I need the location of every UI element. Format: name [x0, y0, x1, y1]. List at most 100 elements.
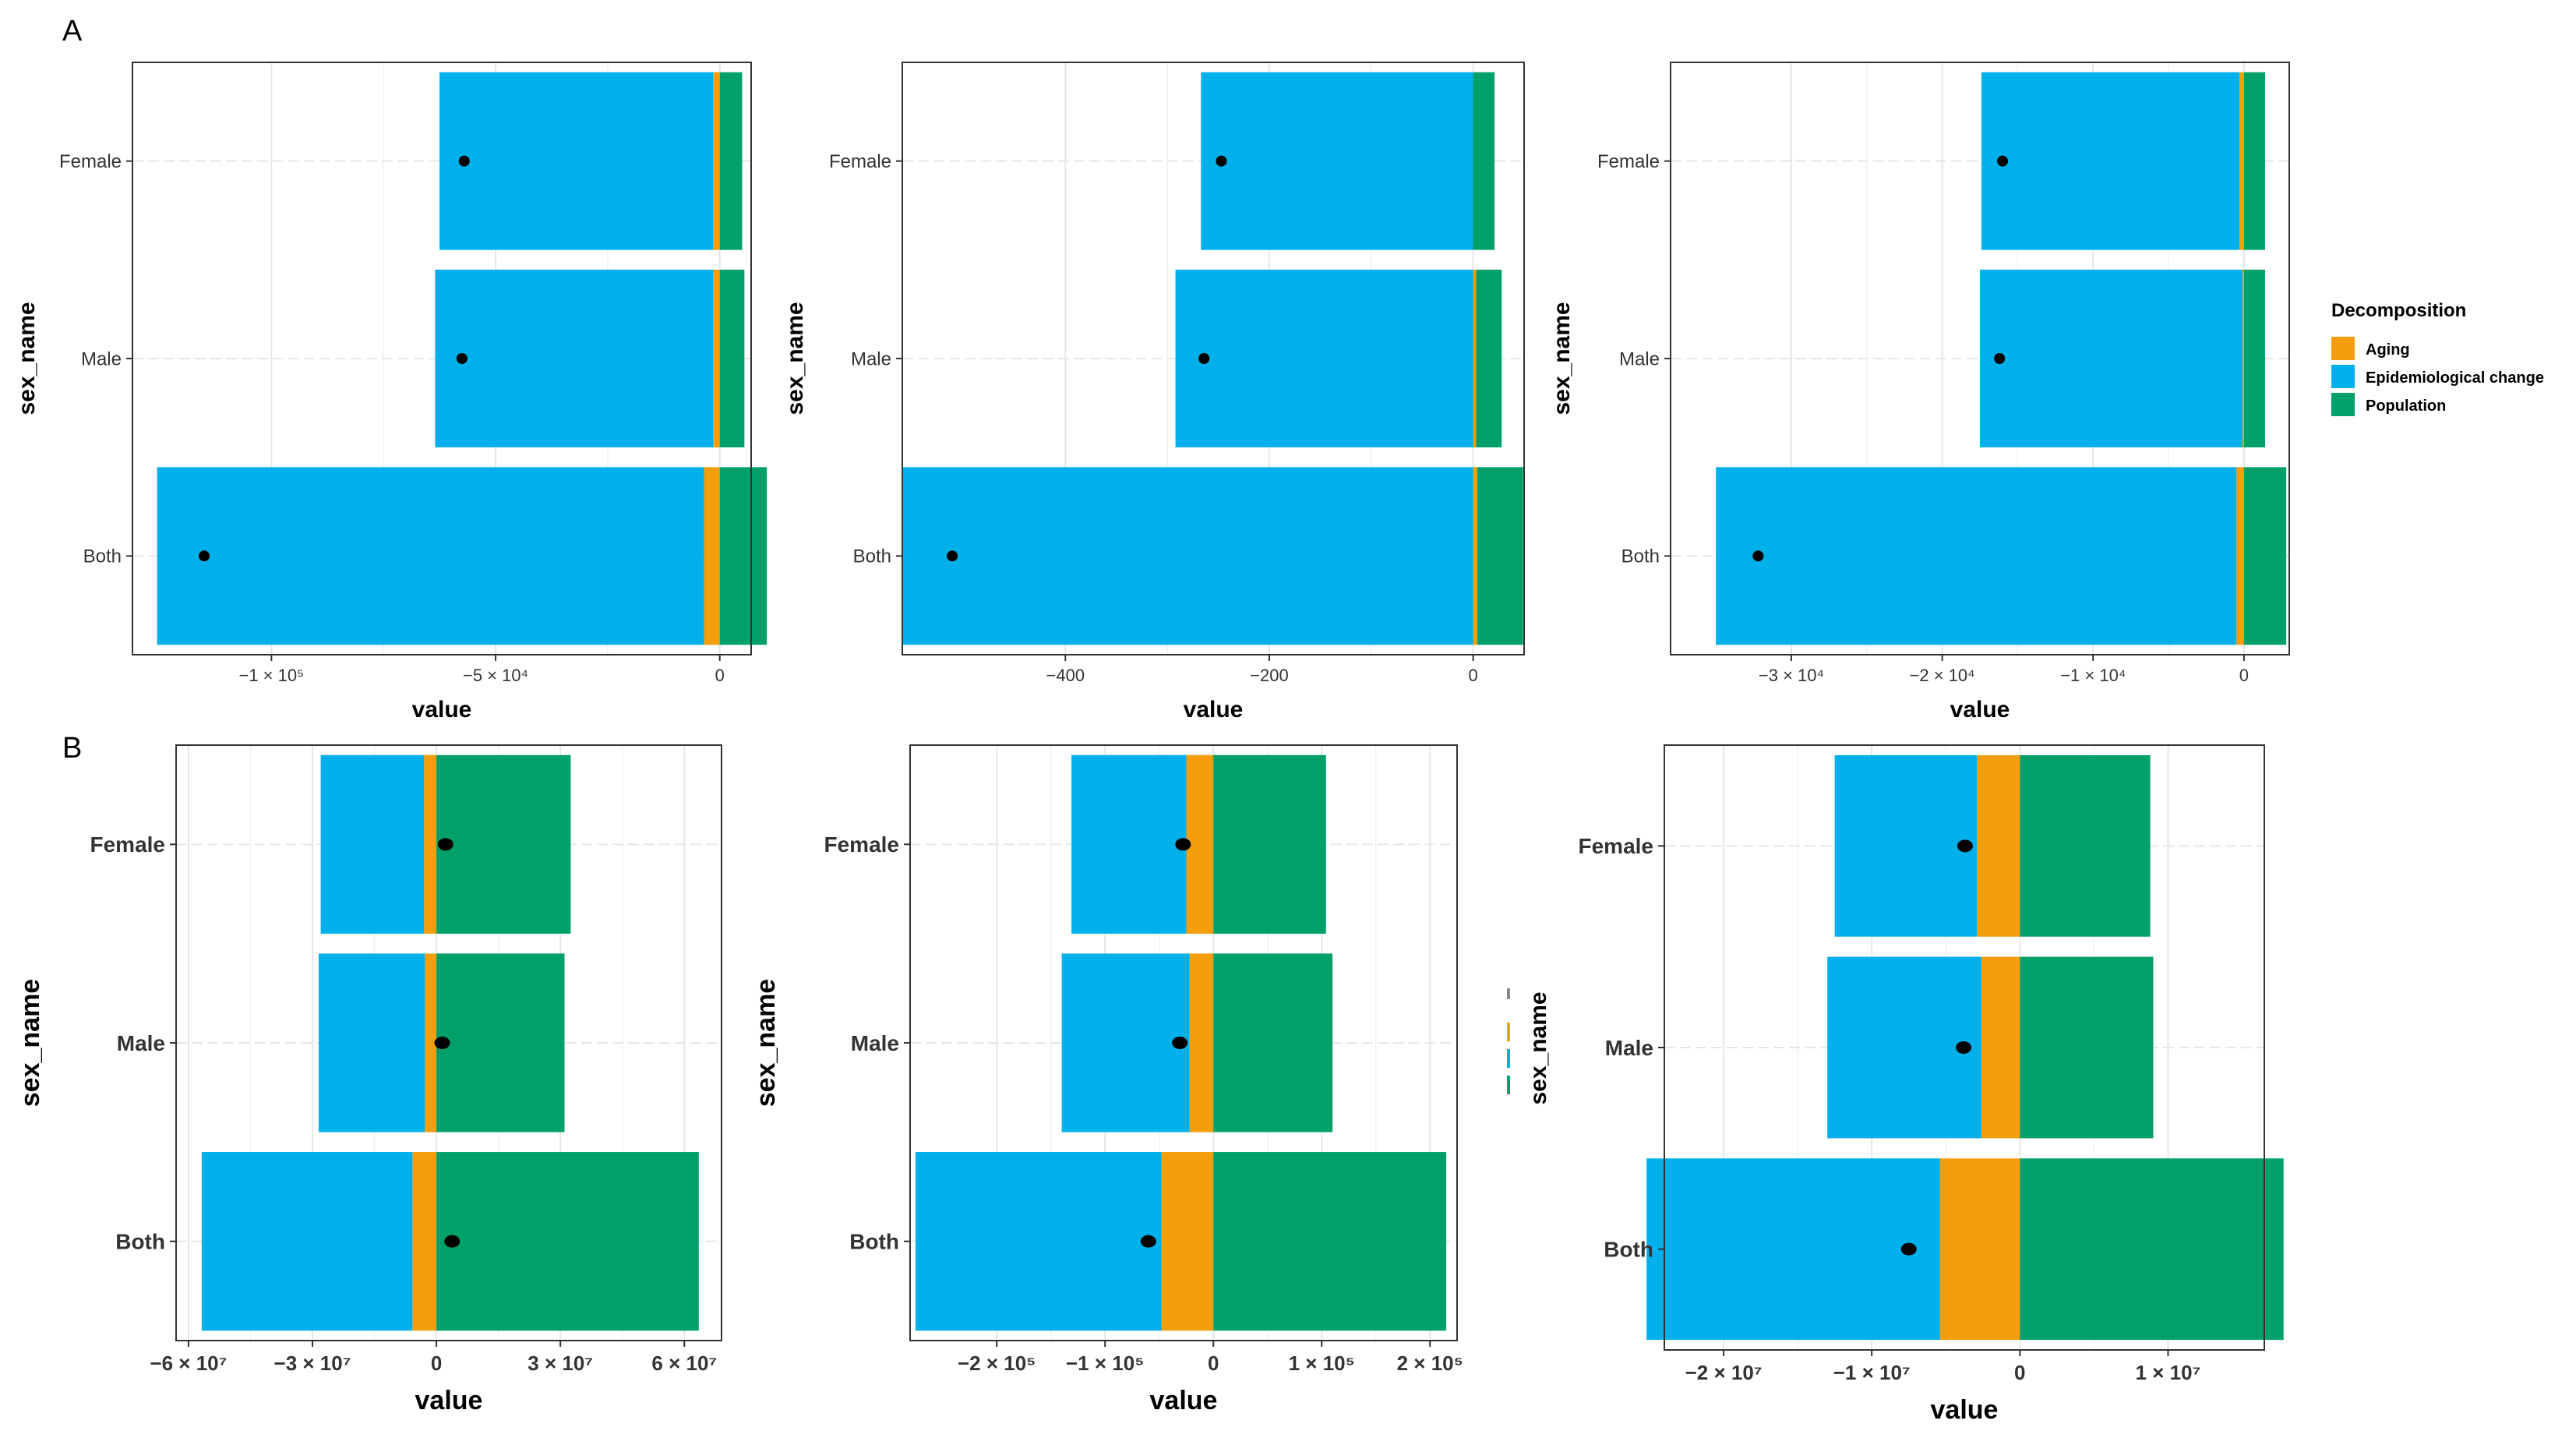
x-axis-title: value: [1184, 697, 1244, 723]
x-tick-label: −2 × 10⁴: [1910, 666, 1975, 685]
x-tick-label: 0: [2239, 666, 2249, 685]
bar-epidemiological-change-female: [1071, 754, 1187, 934]
stray-axis-title: sex_name: [1526, 991, 1551, 1104]
legend-label-aging: Aging: [2366, 341, 2410, 359]
net-point-female: [1997, 155, 2009, 167]
y-tick-label-both: Both: [849, 1229, 899, 1253]
bar-epidemiological-change-male: [1175, 270, 1473, 447]
x-tick-label: −5 × 10⁴: [463, 666, 528, 685]
x-tick-label: −3 × 10⁴: [1759, 666, 1824, 685]
net-point-male: [456, 353, 468, 364]
bar-epidemiological-change-both: [1716, 467, 2237, 645]
stray-axis-label: sex_name: [1507, 988, 1551, 1105]
legend-title: Decomposition: [2331, 300, 2466, 321]
bar-population-female: [2020, 754, 2151, 937]
bar-aging-both: [1473, 467, 1477, 645]
y-tick-label-both: Both: [83, 546, 122, 567]
y-tick-label-female: Female: [829, 151, 891, 172]
x-tick-label: 2 × 10⁵: [1397, 1352, 1463, 1375]
bar-epidemiological-change-female: [1834, 754, 1978, 937]
x-axis-title: value: [415, 1386, 483, 1415]
bar-population-both: [436, 1152, 699, 1331]
y-tick-label-female: Female: [1579, 834, 1654, 858]
net-point-male: [1198, 353, 1210, 364]
bar-epidemiological-change-both: [201, 1152, 413, 1331]
x-axis-title: value: [1931, 1395, 1999, 1425]
x-tick-label: −3 × 10⁷: [274, 1352, 351, 1375]
bar-aging-male: [1189, 953, 1214, 1132]
x-axis-title: value: [1950, 697, 2010, 723]
x-tick-label: 0: [431, 1352, 442, 1375]
x-axis-title: value: [1150, 1386, 1218, 1415]
legend: Decomposition Aging Epidemiological chan…: [2331, 300, 2544, 416]
chart-5: Female Male Both −2 × 10⁵ −1 × 10⁵ 0 1 × 10⁵ 2 …: [751, 744, 1463, 1415]
y-tick-label-female: Female: [90, 832, 166, 857]
bar-population-female: [1473, 72, 1495, 250]
y-axis-title: sex_name: [751, 979, 781, 1107]
bar-aging-male: [1473, 270, 1477, 447]
chart-1: Female Male Both −1 × 10⁵ −5 × 10⁴ 0 value sex_…: [14, 62, 768, 723]
bar-population-female: [436, 754, 571, 934]
net-point-both: [947, 550, 958, 562]
net-point-female: [1957, 839, 1973, 853]
bar-aging-female: [713, 72, 720, 250]
y-tick-label-both: Both: [1621, 546, 1660, 567]
x-tick-label: 6 × 10⁷: [651, 1352, 717, 1375]
bar-aging-both: [412, 1152, 437, 1331]
net-point-both: [1752, 550, 1764, 562]
bar-aging-male: [425, 953, 437, 1132]
bar-epidemiological-change-female: [439, 72, 714, 250]
bar-aging-male: [713, 270, 720, 447]
x-tick-label: −2 × 10⁵: [958, 1352, 1036, 1375]
bar-population-both: [2243, 467, 2287, 645]
y-tick-label-both: Both: [853, 546, 891, 567]
bar-aging-female: [424, 754, 437, 934]
bar-epidemiological-change-female: [320, 754, 425, 934]
y-tick-label-female: Female: [1597, 151, 1660, 172]
x-tick-label: 0: [1208, 1352, 1219, 1375]
bar-population-both: [2020, 1158, 2284, 1341]
bar-aging-both: [2236, 467, 2244, 645]
y-tick-label-female: Female: [824, 832, 900, 857]
bar-population-both: [719, 467, 768, 645]
stray-swatch-3: [1507, 1049, 1510, 1068]
charts: Female Male Both −1 × 10⁵ −5 × 10⁴ 0 value sex_…: [14, 62, 2290, 1425]
y-tick-label-male: Male: [851, 1031, 899, 1055]
x-tick-label: −6 × 10⁷: [150, 1352, 227, 1375]
legend-swatch-epidemiological-change: [2331, 365, 2355, 388]
bar-epidemiological-change-both: [915, 1152, 1162, 1331]
bar-population-female: [2243, 72, 2266, 250]
net-point-both: [1140, 1235, 1156, 1248]
bar-population-male: [436, 953, 565, 1132]
legend-swatch-aging: [2331, 337, 2355, 360]
bar-population-female: [719, 72, 743, 250]
bar-epidemiological-change-male: [435, 270, 714, 447]
x-tick-label: 1 × 10⁷: [2136, 1361, 2201, 1384]
x-tick-label: −1 × 10⁵: [238, 666, 304, 685]
chart-4: Female Male Both −6 × 10⁷ −3 × 10⁷ 0 3 × 10⁷ 6 …: [16, 744, 722, 1415]
y-axis-title: sex_name: [782, 302, 808, 415]
net-point-male: [1956, 1041, 1972, 1054]
chart-6: Female Male Both −2 × 10⁷ −1 × 10⁷ 0 1 × 10⁷ va…: [1579, 744, 2284, 1425]
x-tick-label: −200: [1250, 666, 1289, 685]
x-tick-label: −1 × 10⁵: [1066, 1352, 1144, 1375]
y-tick-label-male: Male: [1605, 1036, 1653, 1060]
bar-aging-both: [704, 467, 720, 645]
bar-epidemiological-change-female: [1981, 72, 2240, 250]
legend-swatch-population: [2331, 393, 2355, 416]
bar-aging-both: [1939, 1158, 2020, 1341]
bar-epidemiological-change-both: [157, 467, 704, 645]
bar-aging-female: [2239, 72, 2244, 250]
bar-aging-female: [1977, 754, 2020, 937]
bar-epidemiological-change-male: [1980, 270, 2243, 447]
bar-aging-male: [2242, 270, 2244, 447]
chart-3: Female Male Both −3 × 10⁴ −2 × 10⁴ −1 × 10⁴ 0 v…: [1549, 62, 2290, 723]
x-tick-label: −400: [1046, 666, 1085, 685]
bar-population-female: [1213, 754, 1326, 934]
net-point-female: [437, 838, 453, 851]
net-point-male: [434, 1037, 450, 1049]
y-axis-title: sex_name: [16, 979, 45, 1107]
x-axis-title: value: [412, 697, 472, 723]
y-tick-label-both: Both: [115, 1229, 165, 1253]
legend-label-epidemiological-change: Epidemiological change: [2366, 369, 2544, 387]
